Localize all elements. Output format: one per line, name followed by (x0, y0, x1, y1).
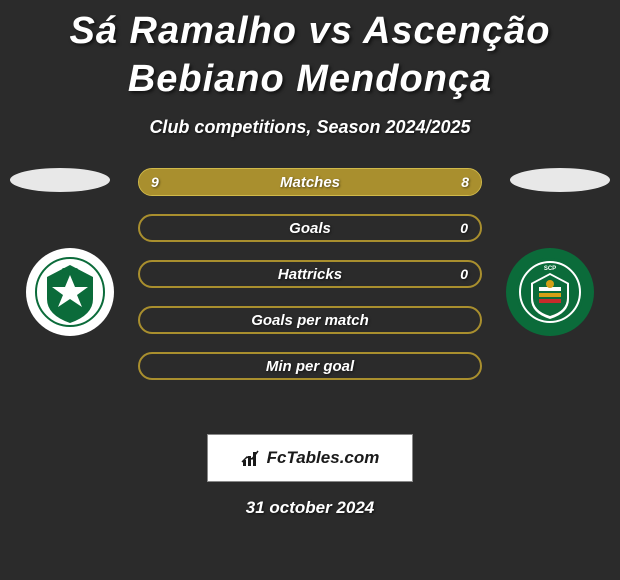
footer-brand: FcTables.com (207, 434, 413, 482)
footer-brand-text: FcTables.com (267, 448, 380, 468)
page-title: Sá Ramalho vs Ascenção Bebiano Mendonça (0, 0, 620, 103)
stat-bars: 9 8 Matches 0 Goals 0 Hattricks Goals per match… (138, 168, 482, 398)
stat-label: Hattricks (278, 266, 342, 283)
club-left-badge: SCC (26, 248, 114, 336)
stat-value-left: 9 (151, 174, 159, 190)
stat-value-right: 8 (461, 174, 469, 190)
date-text: 31 october 2024 (0, 498, 620, 518)
subtitle: Club competitions, Season 2024/2025 (0, 117, 620, 138)
stat-row: 0 Hattricks (138, 260, 482, 288)
stat-label: Goals per match (251, 312, 369, 329)
svg-text:SCC: SCC (62, 267, 79, 276)
stat-row: 0 Goals (138, 214, 482, 242)
bar-fill-right (320, 169, 481, 195)
stat-value-right: 0 (460, 220, 468, 236)
player-left-avatar (10, 168, 110, 192)
stat-row: Min per goal (138, 352, 482, 380)
bar-chart-icon (241, 448, 261, 468)
stat-value-right: 0 (460, 266, 468, 282)
stat-label: Matches (280, 174, 340, 191)
club-right-badge: SCP (506, 248, 594, 336)
club-right-crest-icon: SCP (515, 257, 585, 327)
stat-row: 9 8 Matches (138, 168, 482, 196)
stat-label: Min per goal (266, 358, 354, 375)
club-left-crest-icon: SCC (35, 257, 105, 327)
player-right-avatar (510, 168, 610, 192)
stat-row: Goals per match (138, 306, 482, 334)
comparison-chart: SCC SCP 9 8 Matches 0 Goals 0 Hattricks Goals p… (0, 168, 620, 418)
svg-text:SCP: SCP (544, 266, 556, 272)
stat-label: Goals (289, 220, 331, 237)
